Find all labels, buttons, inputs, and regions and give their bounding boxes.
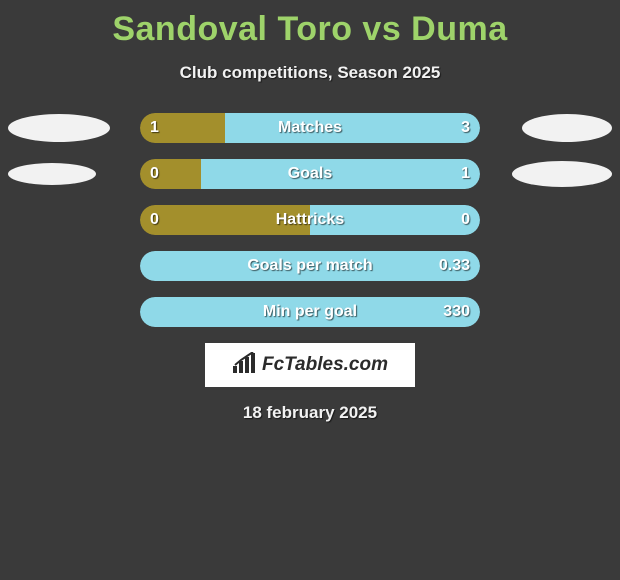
stat-bar: 01Goals [140, 159, 480, 189]
stat-bar: 00Hattricks [140, 205, 480, 235]
left-value: 0 [150, 205, 159, 235]
comparison-chart: 13Matches01Goals00Hattricks0.33Goals per… [0, 113, 620, 327]
brand-label: FcTables.com [262, 354, 388, 376]
stat-row: 01Goals [0, 159, 620, 189]
right-segment [310, 205, 480, 235]
page-subtitle: Club competitions, Season 2025 [0, 63, 620, 83]
right-segment [140, 251, 480, 281]
stat-row: 00Hattricks [0, 205, 620, 235]
right-segment [225, 113, 480, 143]
stat-bar: 0.33Goals per match [140, 251, 480, 281]
right-segment [201, 159, 480, 189]
right-player-marker [522, 114, 612, 142]
right-value: 1 [461, 159, 470, 189]
left-segment [140, 205, 310, 235]
stat-bar: 330Min per goal [140, 297, 480, 327]
brand-chart-icon [232, 352, 256, 379]
right-value: 0.33 [439, 251, 470, 281]
date-label: 18 february 2025 [0, 403, 620, 423]
left-value: 0 [150, 159, 159, 189]
left-player-marker [8, 163, 96, 185]
stat-row: 330Min per goal [0, 297, 620, 327]
stat-bar: 13Matches [140, 113, 480, 143]
stat-row: 0.33Goals per match [0, 251, 620, 281]
left-value: 1 [150, 113, 159, 143]
right-value: 0 [461, 205, 470, 235]
page-title: Sandoval Toro vs Duma [0, 0, 620, 49]
brand-box: FcTables.com [205, 343, 415, 387]
right-value: 3 [461, 113, 470, 143]
right-value: 330 [443, 297, 470, 327]
stat-row: 13Matches [0, 113, 620, 143]
left-player-marker [8, 114, 110, 142]
right-segment [140, 297, 480, 327]
right-player-marker [512, 161, 612, 187]
